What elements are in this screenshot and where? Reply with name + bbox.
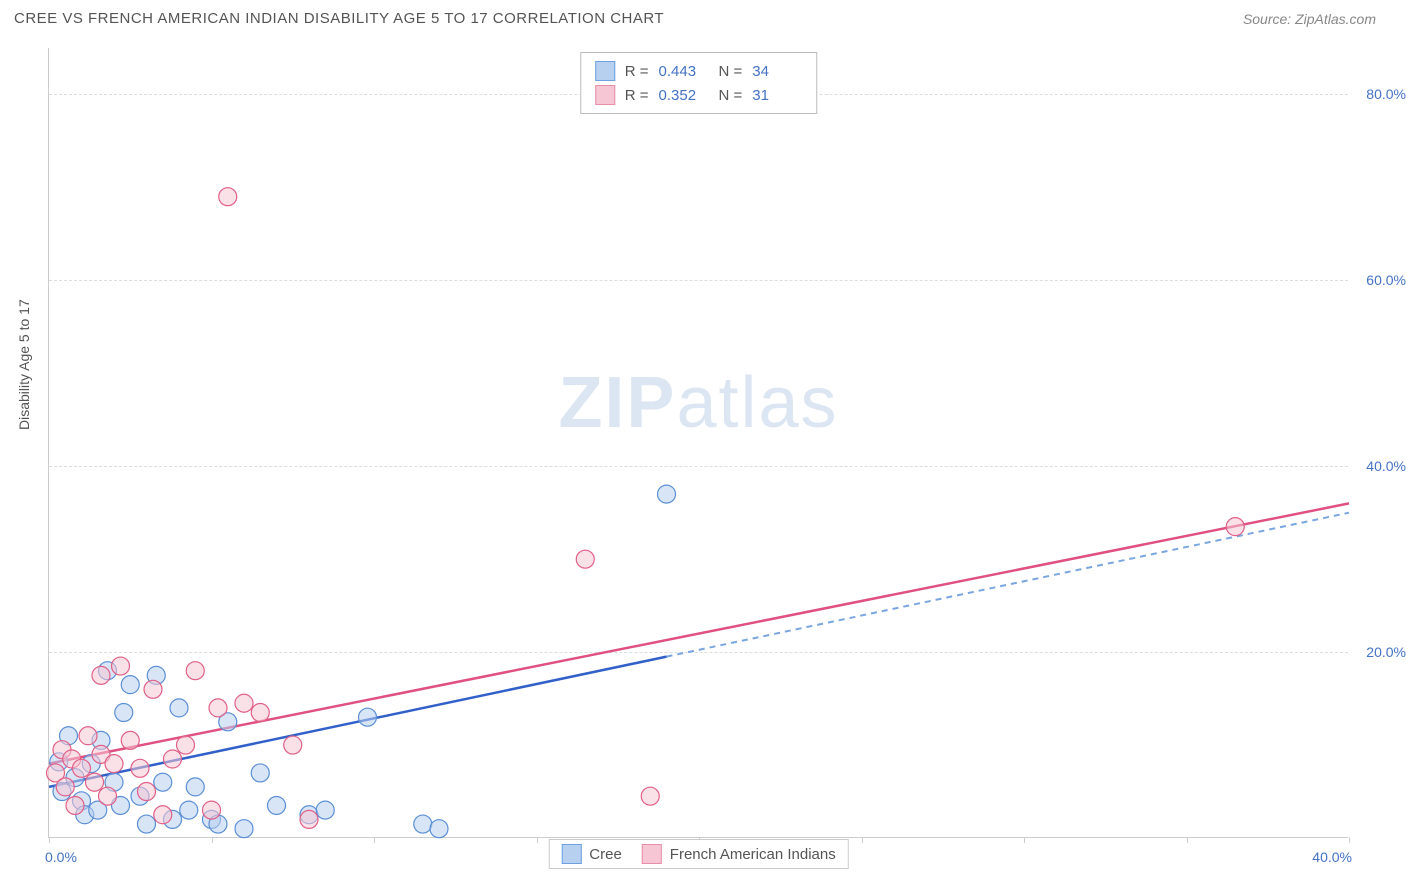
data-point [251, 764, 269, 782]
data-point [66, 796, 84, 814]
data-point [203, 801, 221, 819]
data-point [300, 810, 318, 828]
data-point [414, 815, 432, 833]
data-point [170, 699, 188, 717]
x-axis-max: 40.0% [1312, 849, 1352, 865]
data-point [56, 778, 74, 796]
y-tick-label: 80.0% [1366, 86, 1406, 102]
data-point [641, 787, 659, 805]
data-point [284, 736, 302, 754]
data-point [112, 657, 130, 675]
data-point [92, 666, 110, 684]
swatch-french [595, 85, 615, 105]
series-legend: Cree French American Indians [548, 839, 848, 869]
data-point [154, 773, 172, 791]
y-tick-label: 60.0% [1366, 272, 1406, 288]
legend-swatch-cree [561, 844, 581, 864]
data-point [86, 773, 104, 791]
data-point [1226, 518, 1244, 536]
data-point [180, 801, 198, 819]
data-point [235, 694, 253, 712]
data-point [177, 736, 195, 754]
swatch-cree [595, 61, 615, 81]
data-point [186, 778, 204, 796]
data-point [115, 704, 133, 722]
data-point [131, 759, 149, 777]
data-point [73, 759, 91, 777]
data-point [121, 676, 139, 694]
data-point [164, 750, 182, 768]
scatter-plot [49, 48, 1348, 837]
data-point [138, 783, 156, 801]
data-point [359, 708, 377, 726]
data-point [186, 662, 204, 680]
data-point [138, 815, 156, 833]
plot-area: ZIPatlas 20.0%40.0%60.0%80.0% R = 0.443 … [48, 48, 1348, 838]
data-point [235, 820, 253, 838]
data-point [99, 787, 117, 805]
chart-header: CREE VS FRENCH AMERICAN INDIAN DISABILIT… [0, 0, 1406, 35]
data-point [121, 731, 139, 749]
legend-item-french: French American Indians [642, 844, 836, 864]
legend-swatch-french [642, 844, 662, 864]
stats-row-cree: R = 0.443 N = 34 [595, 59, 803, 83]
data-point [430, 820, 448, 838]
data-point [219, 188, 237, 206]
data-point [268, 796, 286, 814]
data-point [154, 806, 172, 824]
chart-source: Source: ZipAtlas.com [1243, 11, 1376, 27]
data-point [144, 680, 162, 698]
data-point [251, 704, 269, 722]
data-point [658, 485, 676, 503]
chart-title: CREE VS FRENCH AMERICAN INDIAN DISABILIT… [14, 10, 664, 27]
y-tick-label: 20.0% [1366, 644, 1406, 660]
data-point [105, 755, 123, 773]
data-point [316, 801, 334, 819]
data-point [79, 727, 97, 745]
y-axis-label: Disability Age 5 to 17 [16, 299, 32, 430]
y-tick-label: 40.0% [1366, 458, 1406, 474]
x-axis-min: 0.0% [45, 849, 77, 865]
stats-legend: R = 0.443 N = 34 R = 0.352 N = 31 [580, 52, 818, 114]
legend-item-cree: Cree [561, 844, 622, 864]
data-point [209, 699, 227, 717]
stats-row-french: R = 0.352 N = 31 [595, 83, 803, 107]
data-point [576, 550, 594, 568]
